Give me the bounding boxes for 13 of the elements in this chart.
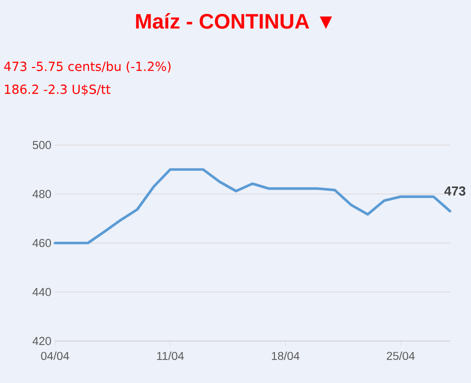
y-tick-label: 420	[32, 336, 52, 346]
y-tick-label: 500	[32, 140, 52, 150]
y-tick-label: 440	[32, 288, 52, 296]
chart-subtitle: 473 -5.75 cents/bu (-1.2%)	[4, 61, 171, 73]
y-tick-label: 460	[32, 238, 52, 248]
x-tick-label: 18/04	[272, 352, 300, 360]
x-tick-label: 04/04	[41, 352, 70, 360]
y-tick-label: 480	[32, 190, 52, 198]
chart-title: Maíz - CONTINUA ▼	[136, 13, 332, 29]
annotation: 473	[444, 186, 466, 196]
x-tick-label: 25/04	[386, 352, 415, 360]
x-tick-label: 11/04	[157, 352, 184, 360]
text: 186.2 -2.3 U$S/tt	[4, 84, 110, 96]
